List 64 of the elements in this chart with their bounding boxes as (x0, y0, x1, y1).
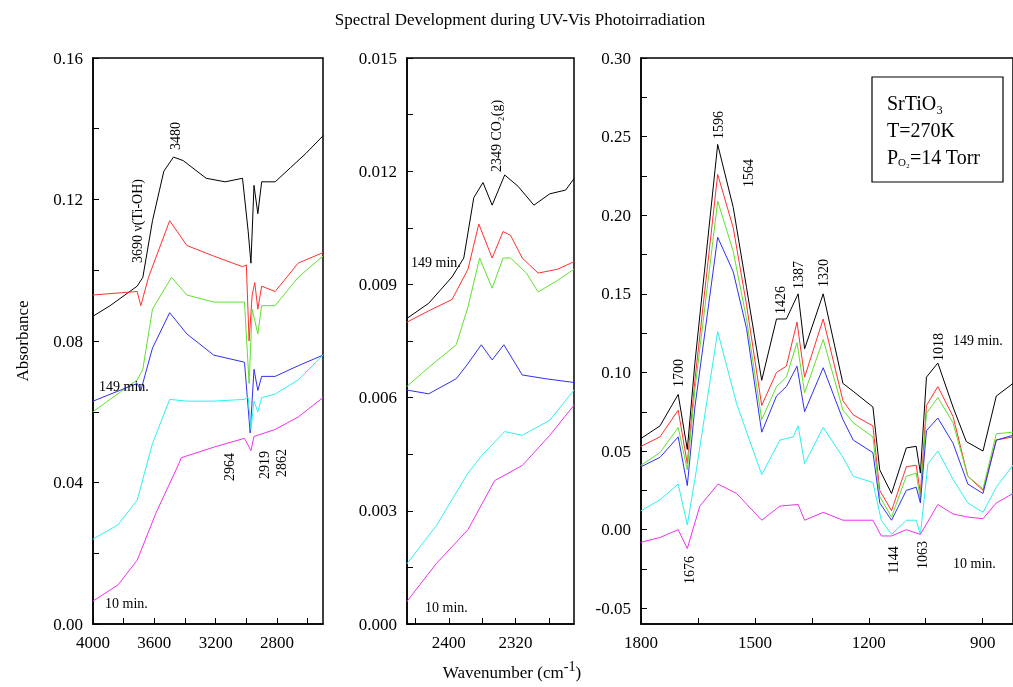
annotation: 3690 ν(Ti-OH) (129, 178, 146, 263)
x-tick-label: 2320 (498, 633, 533, 652)
annotation: 10 min. (953, 555, 996, 571)
annotation: 2919 (256, 451, 272, 479)
x-tick-label: 2800 (260, 633, 294, 652)
annotation: 1564 (740, 159, 756, 187)
y-tick-label: 0.15 (601, 284, 631, 304)
y-tick-label: 0.10 (601, 362, 631, 382)
annotation: 1700 (670, 359, 686, 387)
annotation: 2862 (273, 449, 289, 477)
line-series (406, 223, 575, 323)
annotation: 1676 (681, 556, 697, 584)
line-series (406, 344, 575, 395)
annotation: 149 min. (953, 332, 1003, 348)
annotation: 10 min. (425, 599, 468, 615)
line-series (406, 404, 575, 602)
annotation: 1426 (772, 286, 788, 314)
x-axis-title: Wavenumber (cm$^{-1}$) (441, 658, 583, 683)
y-tick-label: 0.00 (53, 614, 83, 634)
y-tick-label: 0.30 (601, 48, 631, 68)
line-series (406, 389, 575, 565)
y-tick-label: 0.04 (53, 473, 84, 492)
x-tick-label: 3200 (198, 633, 233, 652)
y-tick-label: 0.000 (358, 614, 397, 634)
x-tick-label: 4000 (76, 633, 110, 652)
y-tick-label: 0.006 (358, 388, 397, 408)
annotation: T=270K (887, 119, 956, 141)
y-tick-label: 0.16 (53, 48, 83, 68)
annotation: PO₂=14 Torr (887, 146, 981, 168)
annotation: 1018 (930, 333, 946, 361)
annotation: 1063 (914, 541, 930, 569)
y-tick-label: 0.08 (53, 331, 83, 351)
annotation: 3480 (167, 122, 183, 150)
annotation: 2349 CO₂(g) (488, 99, 505, 173)
y-tick-label: 0.012 (358, 161, 397, 181)
y-tick-label: 0.003 (358, 501, 397, 521)
y-tick-label: 0.00 (601, 520, 631, 540)
annotation: 149 min. (411, 254, 461, 270)
line-series (92, 312, 324, 434)
y-tick-label: 0.015 (358, 48, 397, 68)
line-series (406, 257, 575, 387)
x-tick-label: 1800 (624, 633, 658, 652)
y-axis-title: Absorbance (13, 300, 32, 382)
line-series (640, 331, 1013, 535)
annotation: 10 min. (105, 595, 148, 611)
chart-title: Spectral Development during UV-Vis Photoirradiation (333, 10, 707, 30)
annotation: 1387 (790, 261, 806, 289)
y-tick-label: 0.12 (53, 190, 83, 209)
annotation: 1596 (710, 111, 726, 139)
y-tick-label: 0.20 (601, 205, 631, 225)
annotation: 1320 (815, 259, 831, 287)
annotation: 2964 (221, 453, 237, 481)
x-tick-label: 900 (969, 633, 996, 652)
x-tick-label: 1200 (851, 633, 886, 652)
annotation: 1144 (885, 546, 901, 574)
y-tick-label: 0.05 (601, 441, 631, 461)
x-tick-label: 1500 (737, 633, 772, 652)
annotation: SrTiO₃ (887, 92, 944, 114)
y-tick-label: 0.009 (358, 274, 397, 294)
x-tick-label: 2400 (431, 633, 466, 652)
y-tick-label: 0.25 (601, 127, 631, 147)
y-tick-label: -0.05 (595, 598, 631, 618)
x-tick-label: 3600 (137, 633, 172, 652)
line-series (92, 354, 324, 540)
